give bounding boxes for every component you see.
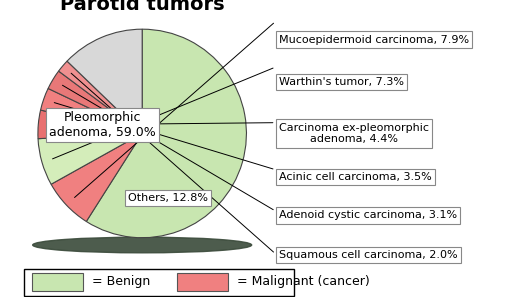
Text: Warthin's tumor, 7.3%: Warthin's tumor, 7.3% (279, 77, 404, 87)
Wedge shape (58, 61, 142, 134)
Text: = Benign: = Benign (92, 275, 150, 289)
Text: Pleomorphic
adenoma, 59.0%: Pleomorphic adenoma, 59.0% (49, 111, 156, 139)
Title: Parotid tumors: Parotid tumors (60, 0, 224, 14)
Text: Squamous cell carcinoma, 2.0%: Squamous cell carcinoma, 2.0% (279, 250, 458, 260)
Wedge shape (38, 110, 142, 139)
Text: Acinic cell carcinoma, 3.5%: Acinic cell carcinoma, 3.5% (279, 172, 432, 182)
Text: Adenoid cystic carcinoma, 3.1%: Adenoid cystic carcinoma, 3.1% (279, 210, 457, 220)
Text: Mucoepidermoid carcinoma, 7.9%: Mucoepidermoid carcinoma, 7.9% (279, 35, 469, 45)
Text: Others, 12.8%: Others, 12.8% (128, 193, 208, 203)
Text: Carcinoma ex-pleomorphic
adenoma, 4.4%: Carcinoma ex-pleomorphic adenoma, 4.4% (279, 123, 429, 144)
Wedge shape (38, 134, 142, 184)
Wedge shape (67, 29, 142, 134)
Bar (32, 273, 83, 291)
Wedge shape (48, 71, 142, 134)
Text: = Malignant (cancer): = Malignant (cancer) (237, 275, 370, 289)
Wedge shape (86, 29, 247, 238)
Wedge shape (40, 88, 142, 134)
FancyBboxPatch shape (24, 269, 294, 296)
Wedge shape (51, 134, 142, 221)
Ellipse shape (33, 237, 252, 253)
Bar (177, 273, 229, 291)
